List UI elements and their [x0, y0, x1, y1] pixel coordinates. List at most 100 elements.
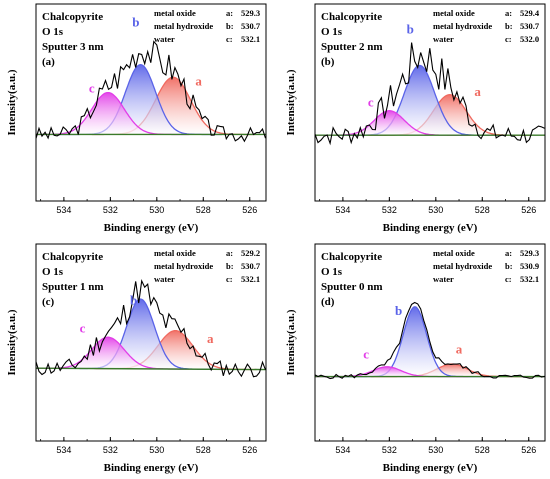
legend-value-c: 532.1 [520, 274, 539, 284]
legend-name-c: water [154, 34, 175, 44]
peak-area-c [315, 110, 471, 136]
peak-letter-c: c [363, 346, 369, 361]
peak-area-c [315, 366, 469, 377]
panel-label: (b) [321, 56, 335, 68]
legend-value-b: 530.7 [241, 261, 261, 271]
sample-name: Chalcopyrite [321, 251, 382, 263]
peak-area-b [59, 64, 222, 135]
plot-frame [35, 3, 267, 202]
legend-tag-a: a: [505, 248, 512, 258]
orbital-label: O 1s [42, 26, 64, 38]
x-tick-label: 532 [382, 205, 397, 215]
peak-area-b [59, 299, 222, 370]
legend-value-c: 532.0 [520, 34, 539, 44]
peak-area-a [368, 94, 532, 136]
x-tick-label: 528 [475, 205, 490, 215]
peak-area-a [91, 77, 255, 135]
legend-tag-c: c: [226, 34, 233, 44]
legend-tag-c: c: [226, 274, 233, 284]
x-tick-label: 528 [475, 445, 490, 455]
legend-value-b: 530.9 [520, 261, 539, 271]
orbital-label: O 1s [321, 26, 343, 38]
panel-d: 534 532 530 528 526 Binding energy (eV) Intens… [279, 240, 550, 479]
plot-frame [314, 243, 546, 442]
chart-svg-c: 534 532 530 528 526 Binding energy (eV) Intens… [6, 243, 267, 474]
legend-value-b: 530.7 [520, 21, 540, 31]
x-axis-label: Binding energy (eV) [383, 462, 478, 474]
peak-letter-a: a [474, 84, 481, 99]
peak-letter-b: b [395, 303, 402, 318]
sputter-depth: Sputter 1 nm [42, 281, 104, 293]
peak-letter-c: c [89, 81, 95, 96]
x-tick-label: 532 [103, 445, 118, 455]
x-tick-label: 526 [242, 205, 257, 215]
x-tick-label: 534 [335, 205, 350, 215]
legend-name-c: water [433, 34, 454, 44]
chart-svg-b: 534 532 530 528 526 Binding energy (eV) Intens… [285, 3, 546, 234]
legend-name-b: metal hydroxide [433, 261, 492, 271]
legend-value-c: 532.1 [241, 274, 260, 284]
peak-area-c [36, 92, 190, 135]
background-line [36, 367, 266, 371]
legend-name-c: water [154, 274, 175, 284]
peak-letter-b: b [407, 21, 414, 36]
x-tick-label: 530 [428, 205, 443, 215]
peak-letter-c: c [80, 321, 86, 336]
x-tick-label: 534 [56, 445, 71, 455]
x-tick-label: 526 [242, 445, 257, 455]
x-axis-label: Binding energy (eV) [104, 222, 199, 234]
raw-spectrum [315, 42, 545, 146]
x-tick-label: 528 [196, 445, 211, 455]
x-tick-label: 530 [149, 445, 164, 455]
legend-value-a: 529.3 [520, 248, 539, 258]
panel-a: 534 532 530 528 526 Binding energy (eV) Intens… [0, 0, 271, 239]
orbital-label: O 1s [321, 266, 343, 278]
legend-tag-c: c: [505, 274, 512, 284]
x-tick-label: 530 [149, 205, 164, 215]
y-axis-label: Intensity(a.u.) [6, 69, 18, 135]
legend-value-c: 532.1 [241, 34, 260, 44]
panel-label: (c) [42, 296, 55, 308]
plot-frame [314, 3, 546, 202]
peak-letter-b: b [130, 293, 137, 308]
raw-spectrum [36, 40, 266, 143]
peak-letter-a: a [456, 342, 463, 357]
x-axis-label: Binding energy (eV) [383, 222, 478, 234]
peak-letter-a: a [207, 331, 214, 346]
peak-area-c [36, 337, 190, 370]
legend-tag-a: a: [505, 8, 512, 18]
y-axis-label: Intensity(a.u.) [285, 69, 297, 135]
x-tick-label: 526 [521, 445, 536, 455]
legend-name-c: water [433, 274, 454, 284]
legend-value-a: 529.2 [241, 248, 260, 258]
legend-tag-b: b: [226, 21, 234, 31]
chart-svg-d: 534 532 530 528 526 Binding energy (eV) Intens… [285, 243, 546, 474]
legend-tag-c: c: [505, 34, 512, 44]
legend-value-b: 530.7 [241, 21, 261, 31]
sputter-depth: Sputter 2 nm [321, 41, 383, 53]
sample-name: Chalcopyrite [321, 11, 382, 23]
legend-name-a: metal oxide [433, 248, 475, 258]
raw-spectrum [315, 301, 545, 380]
raw-spectrum [36, 278, 266, 378]
peak-letter-b: b [132, 14, 139, 29]
peak-area-a [94, 330, 257, 370]
legend-name-b: metal hydroxide [154, 21, 213, 31]
peak-area-a [370, 364, 534, 377]
panel-c: 534 532 530 528 526 Binding energy (eV) Intens… [0, 240, 271, 479]
legend-value-a: 529.3 [241, 8, 260, 18]
x-tick-label: 526 [521, 205, 536, 215]
legend-value-a: 529.4 [520, 8, 540, 18]
panel-label: (a) [42, 56, 55, 68]
peak-area-b [338, 65, 501, 136]
legend-tag-b: b: [226, 261, 234, 271]
sample-name: Chalcopyrite [42, 11, 103, 23]
sample-name: Chalcopyrite [42, 251, 103, 263]
y-axis-label: Intensity(a.u.) [285, 309, 297, 375]
panel-label: (d) [321, 296, 335, 308]
x-tick-label: 532 [103, 205, 118, 215]
chart-svg-a: 534 532 530 528 526 Binding energy (eV) Intens… [6, 3, 267, 234]
legend-name-b: metal hydroxide [433, 21, 492, 31]
peak-letter-c: c [368, 95, 374, 110]
x-axis-label: Binding energy (eV) [104, 462, 199, 474]
